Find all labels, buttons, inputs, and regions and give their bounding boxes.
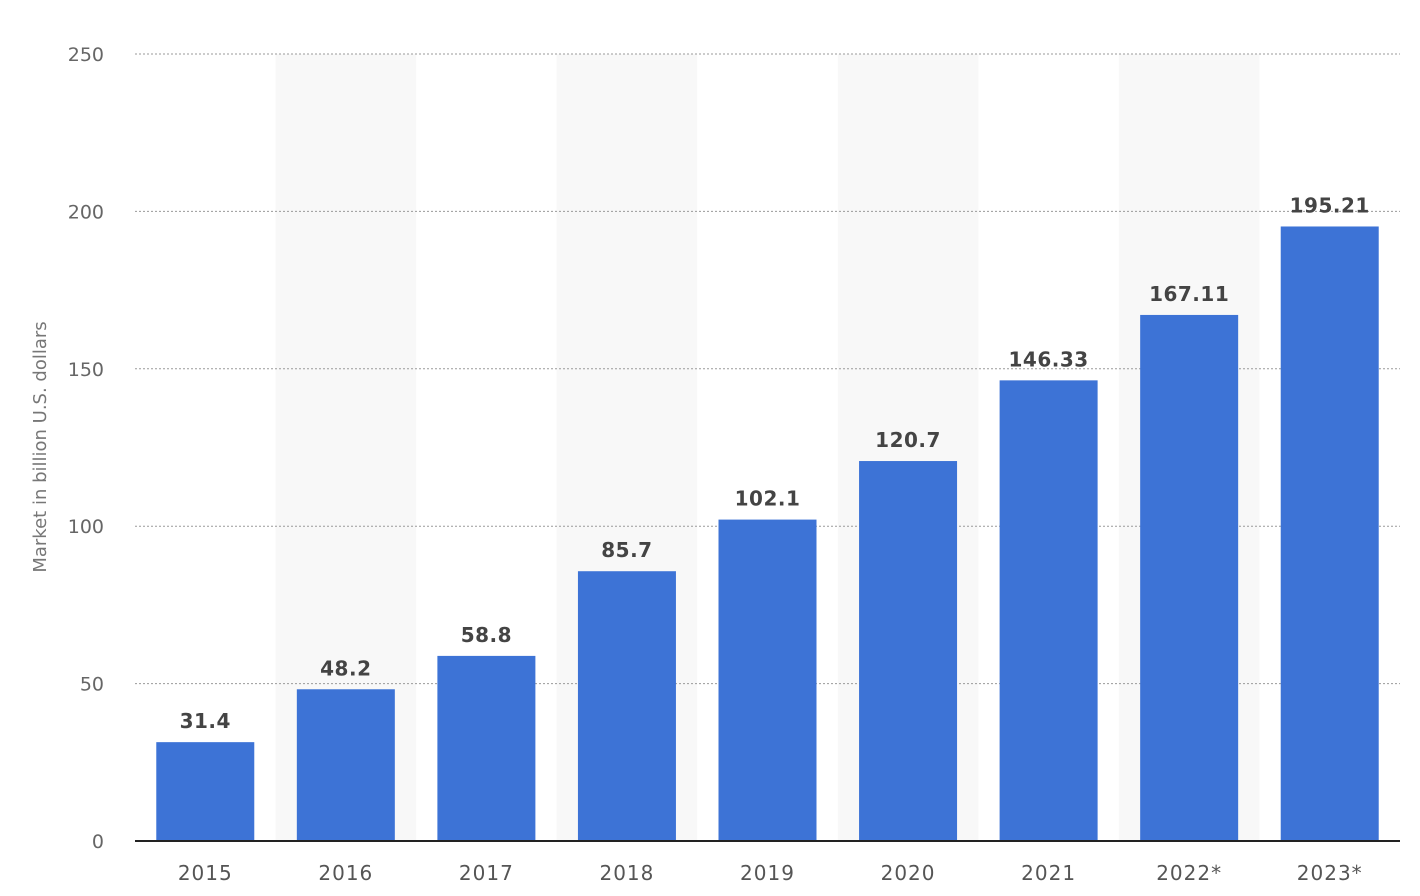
data-label: 85.7 bbox=[601, 538, 652, 562]
bar bbox=[1140, 314, 1239, 841]
bar bbox=[296, 689, 395, 841]
bars bbox=[156, 226, 1379, 841]
y-axis-label: Market in billion U.S. dollars bbox=[30, 321, 51, 572]
x-tick-label: 2018 bbox=[599, 861, 654, 885]
y-axis-ticks: 0 50 100 150 200 250 bbox=[68, 44, 104, 853]
bar bbox=[1280, 226, 1379, 841]
bar bbox=[577, 571, 676, 841]
data-label: 120.7 bbox=[875, 428, 941, 452]
bar bbox=[437, 655, 536, 841]
y-tick-label: 100 bbox=[68, 516, 104, 538]
bar bbox=[859, 461, 958, 841]
x-tick-label: 2023* bbox=[1297, 861, 1363, 885]
x-tick-label: 2015 bbox=[178, 861, 233, 885]
x-tick-label: 2019 bbox=[740, 861, 795, 885]
y-tick-label: 50 bbox=[80, 674, 104, 696]
bar bbox=[156, 742, 255, 841]
y-tick-label: 250 bbox=[68, 44, 104, 66]
x-axis-ticks: 2015 2016 2017 2018 2019 2020 2021 2022* 2023* bbox=[178, 861, 1363, 885]
data-label: 58.8 bbox=[461, 623, 512, 647]
data-label: 195.21 bbox=[1290, 193, 1370, 217]
data-label: 146.33 bbox=[1009, 347, 1089, 371]
data-label: 167.11 bbox=[1149, 282, 1229, 306]
y-tick-label: 0 bbox=[92, 831, 104, 853]
data-labels: 31.4 48.2 58.8 85.7 102.1 120.7 146.33 167.11 19… bbox=[180, 193, 1370, 733]
x-tick-label: 2020 bbox=[881, 861, 936, 885]
bar bbox=[999, 380, 1098, 841]
x-tick-label: 2016 bbox=[318, 861, 373, 885]
y-tick-label: 200 bbox=[68, 201, 104, 223]
data-label: 48.2 bbox=[320, 656, 371, 680]
x-tick-label: 2022* bbox=[1156, 861, 1222, 885]
data-label: 31.4 bbox=[180, 709, 231, 733]
data-label: 102.1 bbox=[735, 487, 801, 511]
bar bbox=[718, 519, 817, 841]
x-tick-label: 2017 bbox=[459, 861, 514, 885]
y-tick-label: 150 bbox=[68, 359, 104, 381]
x-tick-label: 2021 bbox=[1021, 861, 1076, 885]
